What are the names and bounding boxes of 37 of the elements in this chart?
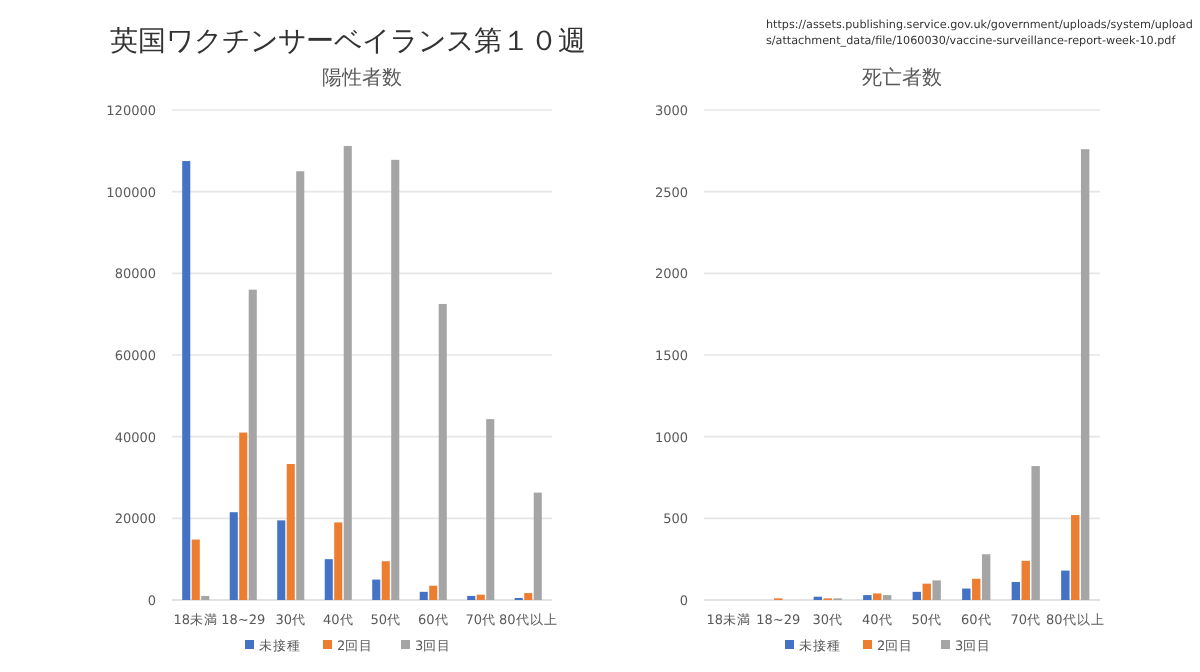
bar	[277, 520, 286, 600]
bar	[1061, 570, 1070, 600]
bar	[182, 161, 191, 600]
bar	[296, 171, 305, 600]
bar	[381, 561, 390, 600]
bar	[343, 145, 352, 600]
chart-title: 死亡者数	[862, 66, 942, 90]
bar	[334, 522, 343, 600]
bar	[438, 303, 447, 600]
bar	[229, 512, 238, 600]
chart-title: 陽性者数	[322, 66, 402, 90]
bar	[419, 591, 428, 600]
bar	[873, 593, 882, 600]
bar	[248, 289, 257, 600]
bar	[486, 419, 495, 600]
bar	[932, 580, 941, 600]
bar	[191, 539, 200, 600]
bar	[533, 492, 542, 600]
bar	[962, 588, 971, 600]
bar	[1071, 515, 1080, 600]
bar	[972, 578, 981, 600]
bar	[922, 583, 931, 600]
bar	[524, 593, 533, 600]
bar	[429, 585, 438, 600]
bar	[1031, 466, 1040, 600]
bar	[1011, 582, 1021, 600]
bar	[1021, 560, 1030, 600]
bar	[391, 159, 400, 600]
bar	[476, 594, 485, 600]
bar	[239, 432, 248, 600]
bar	[372, 579, 381, 600]
bar	[1080, 149, 1090, 600]
bar	[981, 554, 991, 600]
bar	[324, 559, 333, 600]
bar	[286, 464, 295, 600]
text: 英国ワクチンサーベイランス第１０週	[110, 24, 586, 60]
bar	[912, 591, 922, 600]
